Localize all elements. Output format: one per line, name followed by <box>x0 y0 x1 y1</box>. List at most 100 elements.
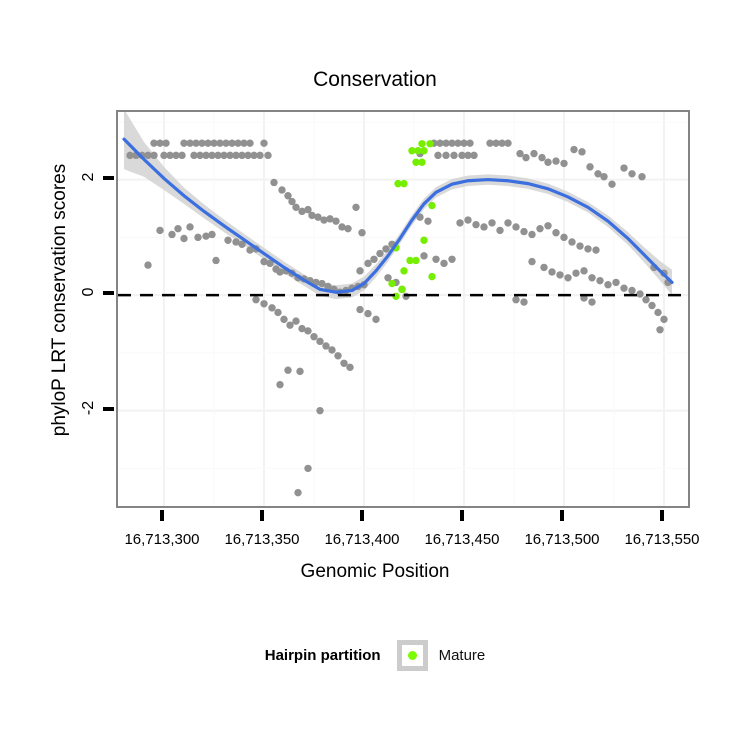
x-tick-label: 16,713,450 <box>424 531 500 548</box>
data-point <box>496 226 504 235</box>
data-point <box>596 276 604 285</box>
data-point <box>268 304 276 312</box>
x-tick-mark <box>460 510 464 521</box>
data-point <box>232 151 240 160</box>
legend-key-mature[interactable] <box>396 640 428 671</box>
data-point <box>418 140 426 148</box>
data-point <box>426 140 434 148</box>
data-point <box>388 279 396 288</box>
data-point <box>586 163 594 171</box>
data-point <box>376 249 384 258</box>
data-point <box>202 232 210 240</box>
data-point <box>420 236 428 244</box>
data-point <box>284 366 292 374</box>
data-point <box>316 406 324 415</box>
data-point <box>198 139 206 147</box>
data-point <box>522 153 530 162</box>
data-point <box>180 139 188 147</box>
data-point <box>276 380 284 389</box>
data-point <box>202 151 210 160</box>
data-point <box>334 352 342 360</box>
data-point <box>304 327 312 335</box>
data-point <box>418 158 426 166</box>
data-point <box>314 213 322 221</box>
data-point <box>292 203 300 212</box>
x-tick-mark <box>360 510 364 521</box>
data-point <box>416 213 424 221</box>
data-point <box>174 224 182 233</box>
data-point <box>608 180 616 188</box>
legend-dot-icon <box>407 651 417 660</box>
data-point <box>156 139 164 147</box>
data-point <box>580 267 588 275</box>
data-point <box>464 216 472 224</box>
data-point <box>412 158 420 166</box>
data-point <box>570 145 578 154</box>
data-point <box>210 139 218 147</box>
zero-reference-line <box>118 293 688 297</box>
data-point <box>260 139 268 147</box>
data-point <box>406 256 414 265</box>
data-point <box>286 321 294 329</box>
data-point <box>394 179 402 188</box>
data-point <box>364 309 372 318</box>
data-point <box>180 234 188 243</box>
data-point <box>400 179 408 188</box>
data-point <box>216 139 224 147</box>
data-point <box>190 151 198 160</box>
data-point <box>208 151 216 160</box>
data-point <box>498 139 506 147</box>
data-point <box>226 151 234 160</box>
data-point <box>194 233 202 242</box>
data-point <box>150 139 158 147</box>
data-point <box>304 464 312 473</box>
data-point <box>224 236 232 244</box>
data-point <box>450 151 458 160</box>
x-tick-label: 16,713,350 <box>224 531 300 548</box>
data-point <box>564 274 572 282</box>
y-tick-label: -2 <box>80 400 97 415</box>
data-point <box>270 178 278 187</box>
data-point <box>320 216 328 224</box>
data-point <box>440 259 448 268</box>
data-point <box>636 290 644 298</box>
data-point <box>372 315 380 324</box>
data-point <box>408 147 416 155</box>
data-point <box>576 242 584 250</box>
data-point <box>660 315 668 324</box>
data-point <box>246 139 254 147</box>
data-point <box>560 159 568 168</box>
data-point <box>292 317 300 325</box>
data-point <box>604 281 612 289</box>
data-point <box>186 223 194 231</box>
data-point <box>204 139 212 147</box>
data-point <box>162 139 170 147</box>
data-point <box>470 151 478 160</box>
data-point <box>654 308 662 317</box>
data-point <box>346 363 354 372</box>
data-point <box>612 278 620 287</box>
data-point <box>228 139 236 147</box>
data-point <box>488 219 496 227</box>
y-tick-label: 2 <box>80 172 97 182</box>
data-point <box>578 148 586 156</box>
data-point <box>480 223 488 231</box>
data-point <box>356 305 364 314</box>
data-point <box>246 246 254 254</box>
data-point <box>584 245 592 253</box>
data-point <box>398 285 406 294</box>
data-point <box>370 255 378 264</box>
data-point <box>352 203 360 212</box>
data-point <box>552 229 560 237</box>
data-point <box>324 282 332 291</box>
x-axis-title: Genomic Position <box>300 561 450 582</box>
data-point <box>420 147 428 155</box>
smooth-line-layer <box>122 137 674 294</box>
legend: Hairpin partition Mature <box>0 640 750 671</box>
data-point <box>344 224 352 233</box>
data-point <box>252 296 260 304</box>
data-point <box>560 233 568 242</box>
data-point <box>504 139 512 147</box>
data-point <box>328 346 336 354</box>
data-point <box>538 153 546 162</box>
